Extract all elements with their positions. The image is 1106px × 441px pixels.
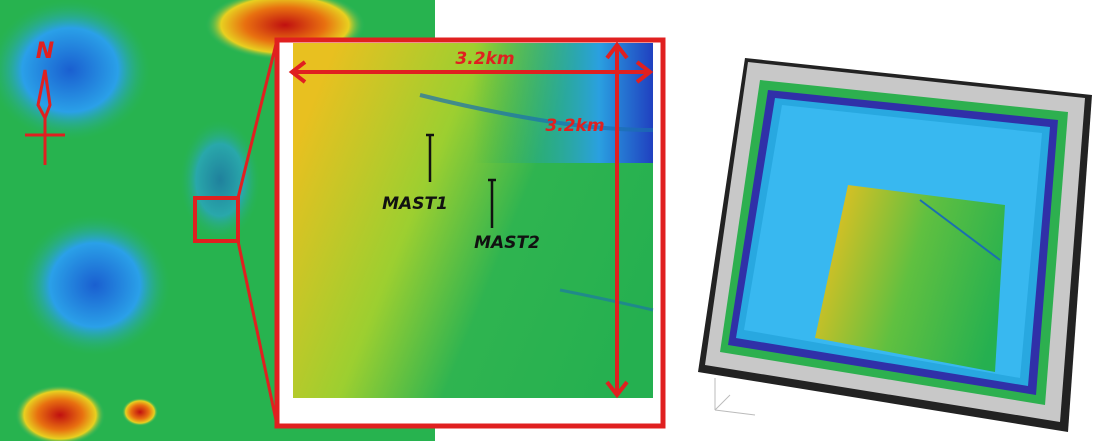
figure: N 3.2km 3.2km MAST1 MAST2 [0, 0, 1106, 441]
mast2-label: MAST2 [474, 233, 540, 253]
inset-map [277, 40, 663, 426]
mast1-label: MAST1 [382, 194, 448, 214]
domain-3d-view [698, 58, 1092, 432]
width-label: 3.2km [455, 49, 514, 69]
height-label: 3.2km [545, 116, 604, 136]
north-label: N [36, 39, 54, 64]
